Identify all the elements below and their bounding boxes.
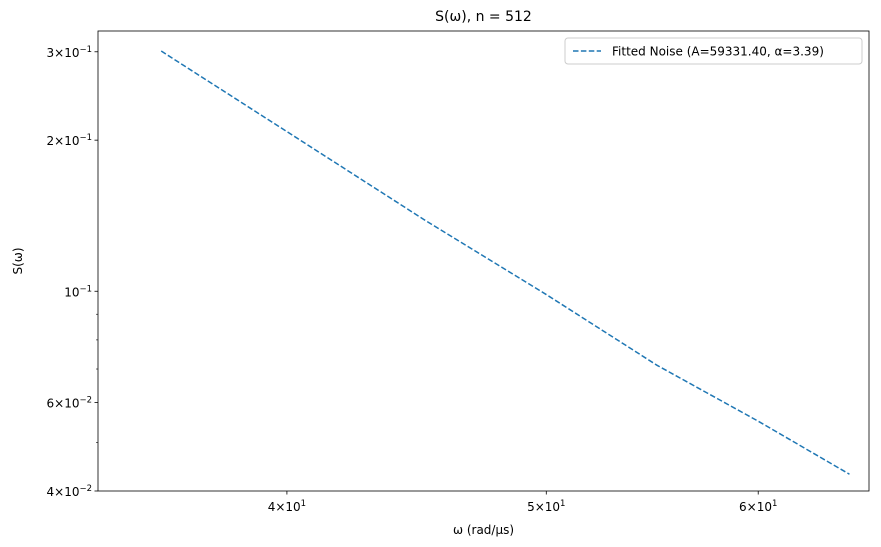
axes-frame [97,30,870,492]
x-axis-label: ω (rad/μs) [453,523,514,537]
y-tick-label: 3×10−1 [47,45,93,60]
legend: Fitted Noise (A=59331.40, α=3.39) [564,37,863,65]
x-tick-label: 6×101 [739,499,777,514]
plot-area [160,50,850,475]
axis-ticks: 4×101 5×101 6×101 4×10−2 6×10−2 10−1 2×10−1 3×1… [47,45,778,514]
chart-title: S(ω), n = 512 [435,9,532,25]
y-tick-label: 4×10−2 [47,484,93,499]
x-tick-label: 5×101 [527,499,565,514]
legend-box [564,37,863,65]
legend-entry-label: Fitted Noise (A=59331.40, α=3.39) [612,45,824,59]
y-tick-label: 10−1 [64,284,92,299]
y-axis-label: S(ω) [11,247,25,274]
y-tick-label: 6×10−2 [47,396,93,411]
y-tick-label: 2×10−1 [47,133,93,148]
series-line [160,50,850,475]
x-tick-label: 4×101 [268,499,306,514]
